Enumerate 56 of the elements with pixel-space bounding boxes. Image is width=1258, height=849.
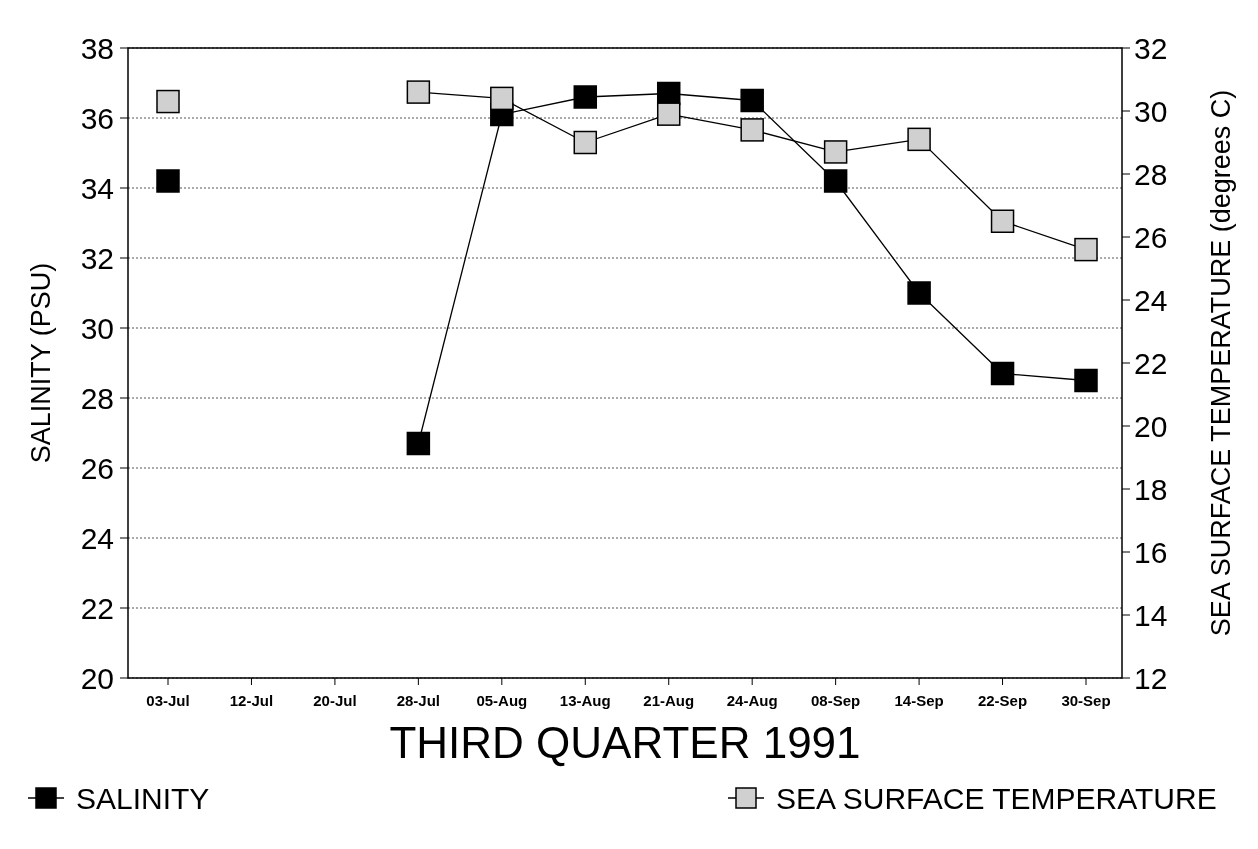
point <box>823 140 848 164</box>
y2-tick-label: 24 <box>1134 283 1168 317</box>
y2-tick-label: 16 <box>1134 535 1168 569</box>
y-tick-label: 22 <box>80 591 114 625</box>
point <box>406 431 431 456</box>
x-tick-label: 03-Jul <box>146 692 190 709</box>
x-tick-label: 12-Jul <box>229 692 274 709</box>
point <box>740 88 764 113</box>
y2-tick-label: 26 <box>1134 220 1168 254</box>
x-tick-label: 30-Sep <box>1061 692 1111 709</box>
point <box>156 169 180 193</box>
point <box>656 102 681 126</box>
y-tick-label: 20 <box>80 661 114 695</box>
point <box>573 130 598 155</box>
x-tick-label: 21-Aug <box>643 692 695 709</box>
point <box>990 361 1015 386</box>
y2-tick-label: 18 <box>1134 472 1168 506</box>
x-tick-label: 13-Aug <box>559 692 611 709</box>
y-tick-label: 34 <box>80 171 114 205</box>
x-tick-label: 28-Jul <box>396 692 441 709</box>
x-tick-label: 24-Aug <box>726 692 778 709</box>
point <box>990 209 1015 233</box>
point <box>1074 368 1098 393</box>
legend-label: SEA SURFACE TEMPERATURE <box>776 781 1217 815</box>
y-tick-label: 30 <box>80 311 114 345</box>
point <box>823 169 848 193</box>
y-tick-label: 26 <box>80 451 114 485</box>
point <box>1074 237 1098 262</box>
point <box>907 127 931 152</box>
y2-tick-label: 30 <box>1134 94 1168 128</box>
x-axis-title: THIRD QUARTER 1991 <box>389 718 861 767</box>
y-tick-label: 32 <box>80 241 114 275</box>
x-tick-label: 05-Aug <box>476 692 528 709</box>
y-axis-title: SALINITY (PSU) <box>26 262 56 464</box>
x-tick-label: 20-Jul <box>313 692 357 709</box>
y-tick-label: 24 <box>80 521 114 555</box>
y2-tick-label: 12 <box>1134 661 1168 695</box>
legend-label: SALINITY <box>76 781 210 815</box>
point <box>490 86 514 111</box>
point <box>740 118 764 142</box>
y2-axis-title: SEA SURFACE TEMPERATURE (degrees C) <box>1206 89 1236 637</box>
point <box>573 85 598 109</box>
y-tick-label: 28 <box>80 381 114 415</box>
point <box>907 281 931 305</box>
x-tick-label: 14-Sep <box>894 692 944 709</box>
y-tick-label: 36 <box>80 101 114 135</box>
y2-tick-label: 28 <box>1134 157 1168 191</box>
point <box>406 80 431 104</box>
y2-tick-label: 22 <box>1134 346 1168 380</box>
x-tick-label: 08-Sep <box>811 692 861 709</box>
x-tick-label: 22-Sep <box>977 692 1028 709</box>
y2-tick-label: 32 <box>1134 31 1168 65</box>
y-tick-label: 38 <box>80 31 114 65</box>
point <box>156 89 180 114</box>
y2-tick-label: 14 <box>1134 598 1168 632</box>
y2-tick-label: 20 <box>1134 409 1168 443</box>
